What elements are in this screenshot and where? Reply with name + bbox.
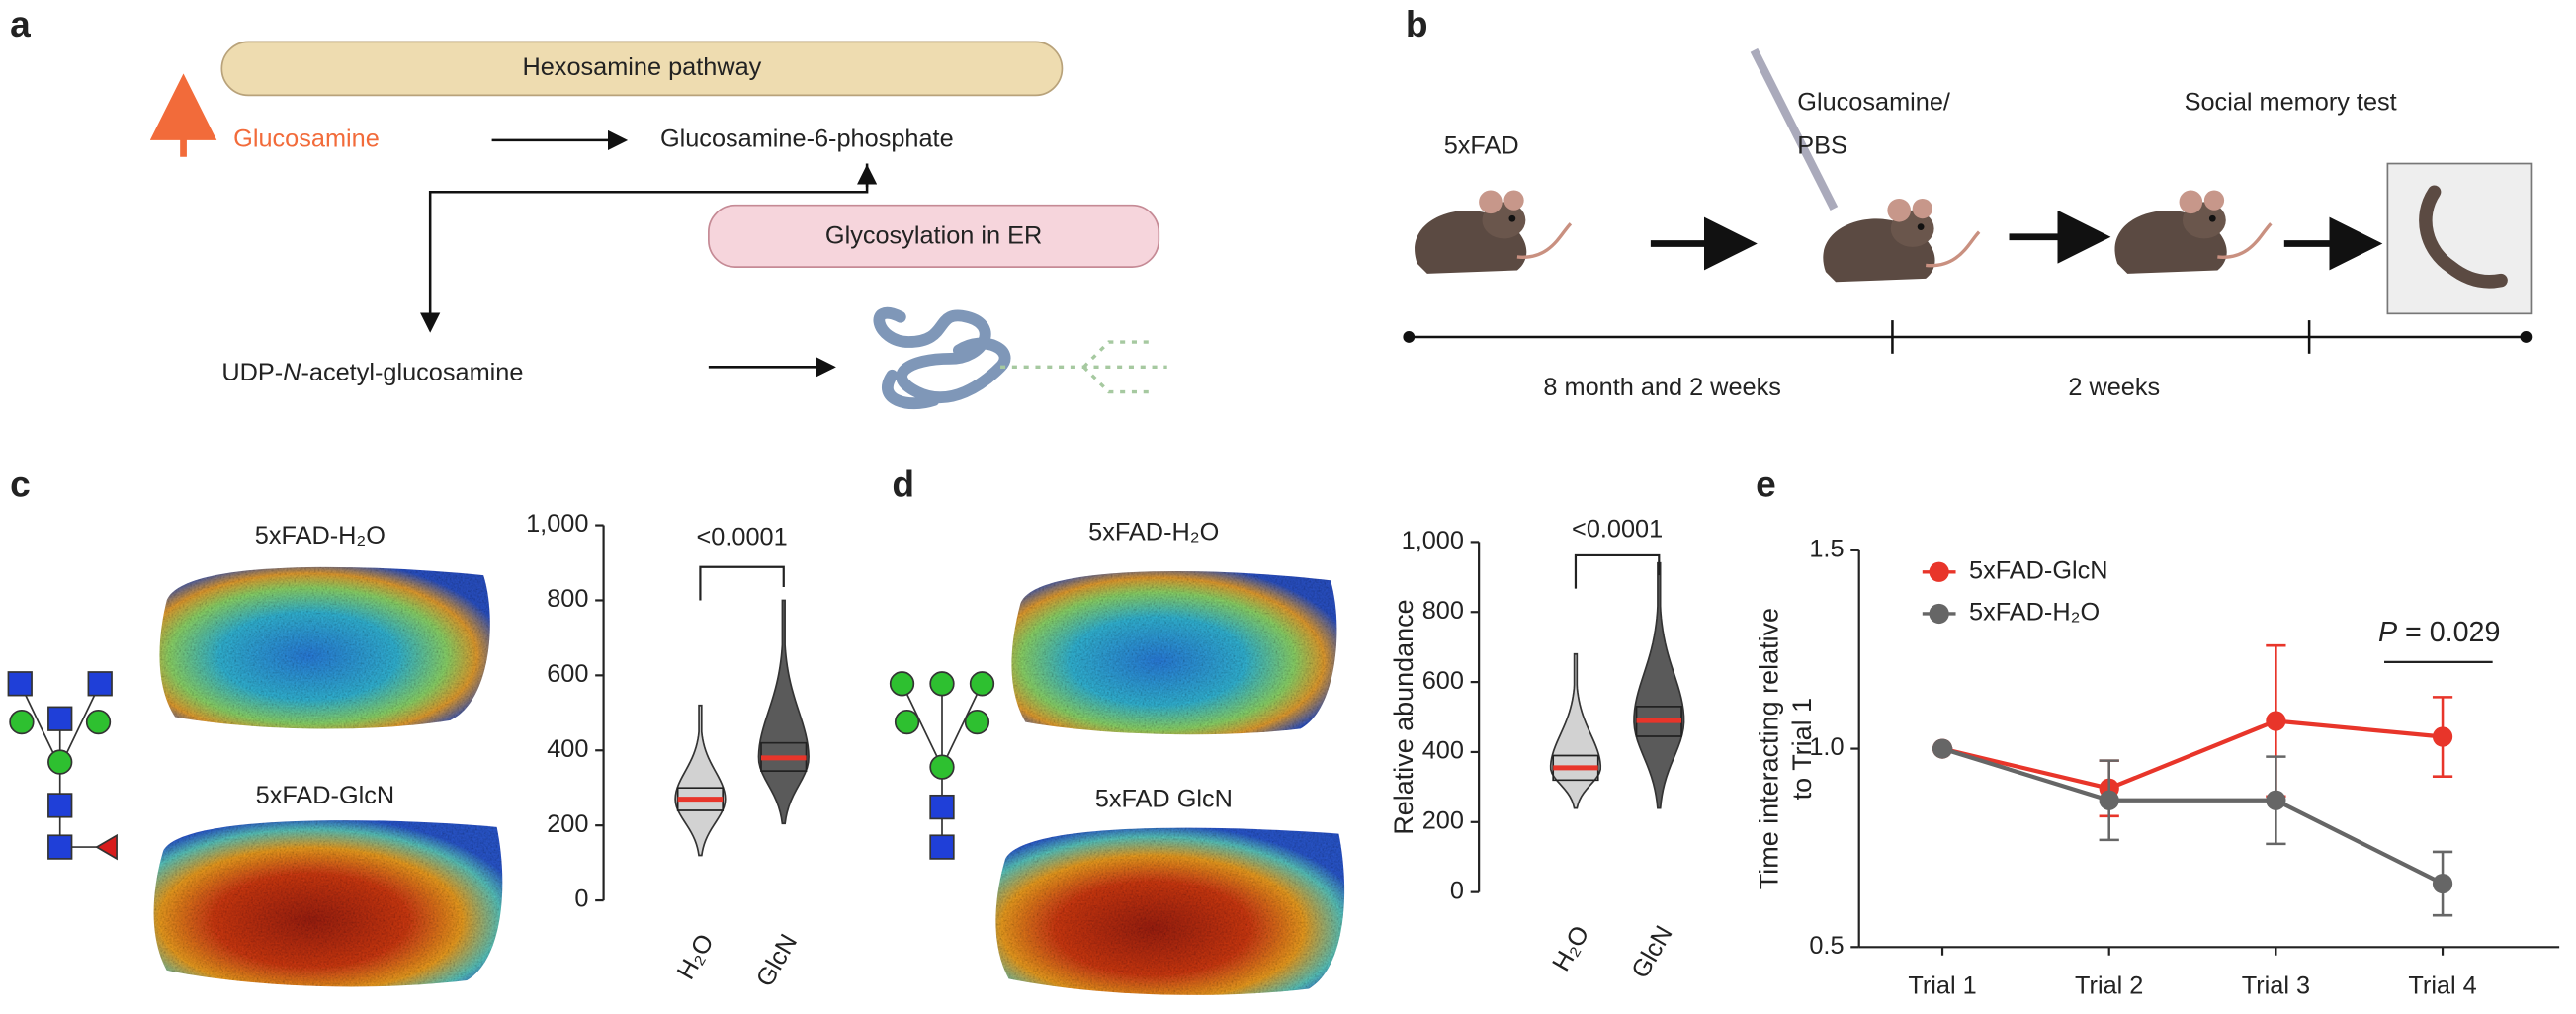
significance-bracket xyxy=(1574,553,1661,589)
strain: 5xFAD xyxy=(1444,131,1519,159)
panel-label: e xyxy=(1756,464,1776,505)
brain-image xyxy=(159,566,490,729)
test: Social memory test xyxy=(2185,88,2397,116)
x-tick-label: H₂O xyxy=(672,930,720,984)
series-line xyxy=(1941,718,2444,791)
y-tick-label: 0 xyxy=(574,886,588,913)
image-title: 5xFAD-GlcN xyxy=(256,782,395,809)
y-axis-title: Time interacting relative xyxy=(1754,608,1783,889)
p-value: <0.0001 xyxy=(697,524,788,551)
protein xyxy=(873,306,1011,409)
data-point xyxy=(2432,726,2453,747)
pathway-title: Hexosamine pathway xyxy=(522,53,761,81)
mouse-topview xyxy=(2419,185,2508,289)
y-tick-label: 1.5 xyxy=(1809,536,1844,563)
x-tick-label: Trial 2 xyxy=(2075,972,2143,999)
y-axis-title: Relative abundance xyxy=(1389,599,1418,834)
period: 8 month and 2 weeks xyxy=(1543,374,1780,401)
significance-bracket xyxy=(699,565,785,601)
glycan-icon xyxy=(889,671,995,860)
y-tick-label: 0 xyxy=(1450,877,1464,904)
text-part: -acetyl-glucosamine xyxy=(301,359,523,386)
x-tick-label: GlcN xyxy=(1626,921,1677,983)
panel-label: b xyxy=(1406,3,1428,44)
x-tick-label: Trial 4 xyxy=(2408,972,2476,999)
period: 2 weeks xyxy=(2068,374,2160,401)
y-tick-label: 200 xyxy=(547,810,588,838)
y-tick-label: 400 xyxy=(547,735,588,763)
panel-label: a xyxy=(10,3,31,44)
pathway-box xyxy=(220,41,1064,97)
y-tick-label: 0.5 xyxy=(1809,932,1844,960)
glycosylation-title: Glycosylation in ER xyxy=(825,221,1042,249)
data-point xyxy=(2099,790,2119,810)
glycan-chain xyxy=(1000,340,1167,394)
text-part: N xyxy=(283,359,301,386)
brain-image xyxy=(1011,571,1337,735)
p-value: P = 0.029 xyxy=(2378,617,2500,648)
x-tick-label: Trial 3 xyxy=(2242,972,2310,999)
mouse-icon xyxy=(1821,197,1981,284)
y-tick-label: 1.0 xyxy=(1809,733,1844,761)
image-title: 5xFAD-H₂O xyxy=(255,522,386,549)
data-point xyxy=(1932,738,1953,759)
panel-label: c xyxy=(10,464,31,505)
violin xyxy=(1633,561,1685,809)
p-value: <0.0001 xyxy=(1572,515,1663,543)
data-point xyxy=(2432,873,2453,894)
mouse-icon xyxy=(1413,188,1573,276)
udp-glcnac: UDP-N-acetyl-glucosamine xyxy=(221,359,523,386)
y-tick-label: 600 xyxy=(1422,667,1464,695)
text-part: P xyxy=(2378,617,2397,648)
violin xyxy=(674,704,727,857)
y-tick-label: 800 xyxy=(547,585,588,613)
violin xyxy=(1549,652,1602,809)
y-axis-title: to Trial 1 xyxy=(1787,698,1817,800)
treatment: Glucosamine/ xyxy=(1797,88,1951,116)
x-tick-label: GlcN xyxy=(751,930,803,992)
timeline-end xyxy=(2520,331,2533,343)
image-title: 5xFAD GlcN xyxy=(1095,786,1233,813)
legend-label: 5xFAD-GlcN xyxy=(1969,556,2108,584)
legend-label: 5xFAD-H₂O xyxy=(1969,599,2100,627)
y-tick-label: 1,000 xyxy=(526,510,588,538)
y-tick-label: 1,000 xyxy=(1402,527,1464,554)
glucosamine: Glucosamine xyxy=(233,126,380,153)
glycosylation-box xyxy=(708,204,1160,268)
brain-image xyxy=(995,827,1345,995)
brain-image xyxy=(153,820,503,987)
product: Glucosamine-6-phosphate xyxy=(660,126,954,153)
y-tick-label: 200 xyxy=(1422,806,1464,834)
treatment: PBS xyxy=(1797,131,1847,159)
y-tick-label: 800 xyxy=(1422,597,1464,625)
data-point xyxy=(2266,790,2286,810)
glycan-icon xyxy=(7,671,118,861)
data-point xyxy=(2266,711,2286,731)
violin xyxy=(757,599,810,825)
y-tick-label: 600 xyxy=(547,660,588,688)
test-box xyxy=(2386,162,2533,315)
series-line xyxy=(1941,746,2445,886)
panel-label: d xyxy=(892,464,914,505)
text-part: = 0.029 xyxy=(2397,617,2500,648)
image-title: 5xFAD-H₂O xyxy=(1088,519,1219,547)
mouse-icon xyxy=(2112,188,2274,276)
y-tick-label: 400 xyxy=(1422,737,1464,765)
syringe xyxy=(1750,47,1839,211)
timeline-end xyxy=(1403,331,1416,343)
x-tick-label: H₂O xyxy=(1547,921,1594,975)
x-tick-label: Trial 1 xyxy=(1908,972,1976,999)
text-part: UDP- xyxy=(221,359,283,386)
